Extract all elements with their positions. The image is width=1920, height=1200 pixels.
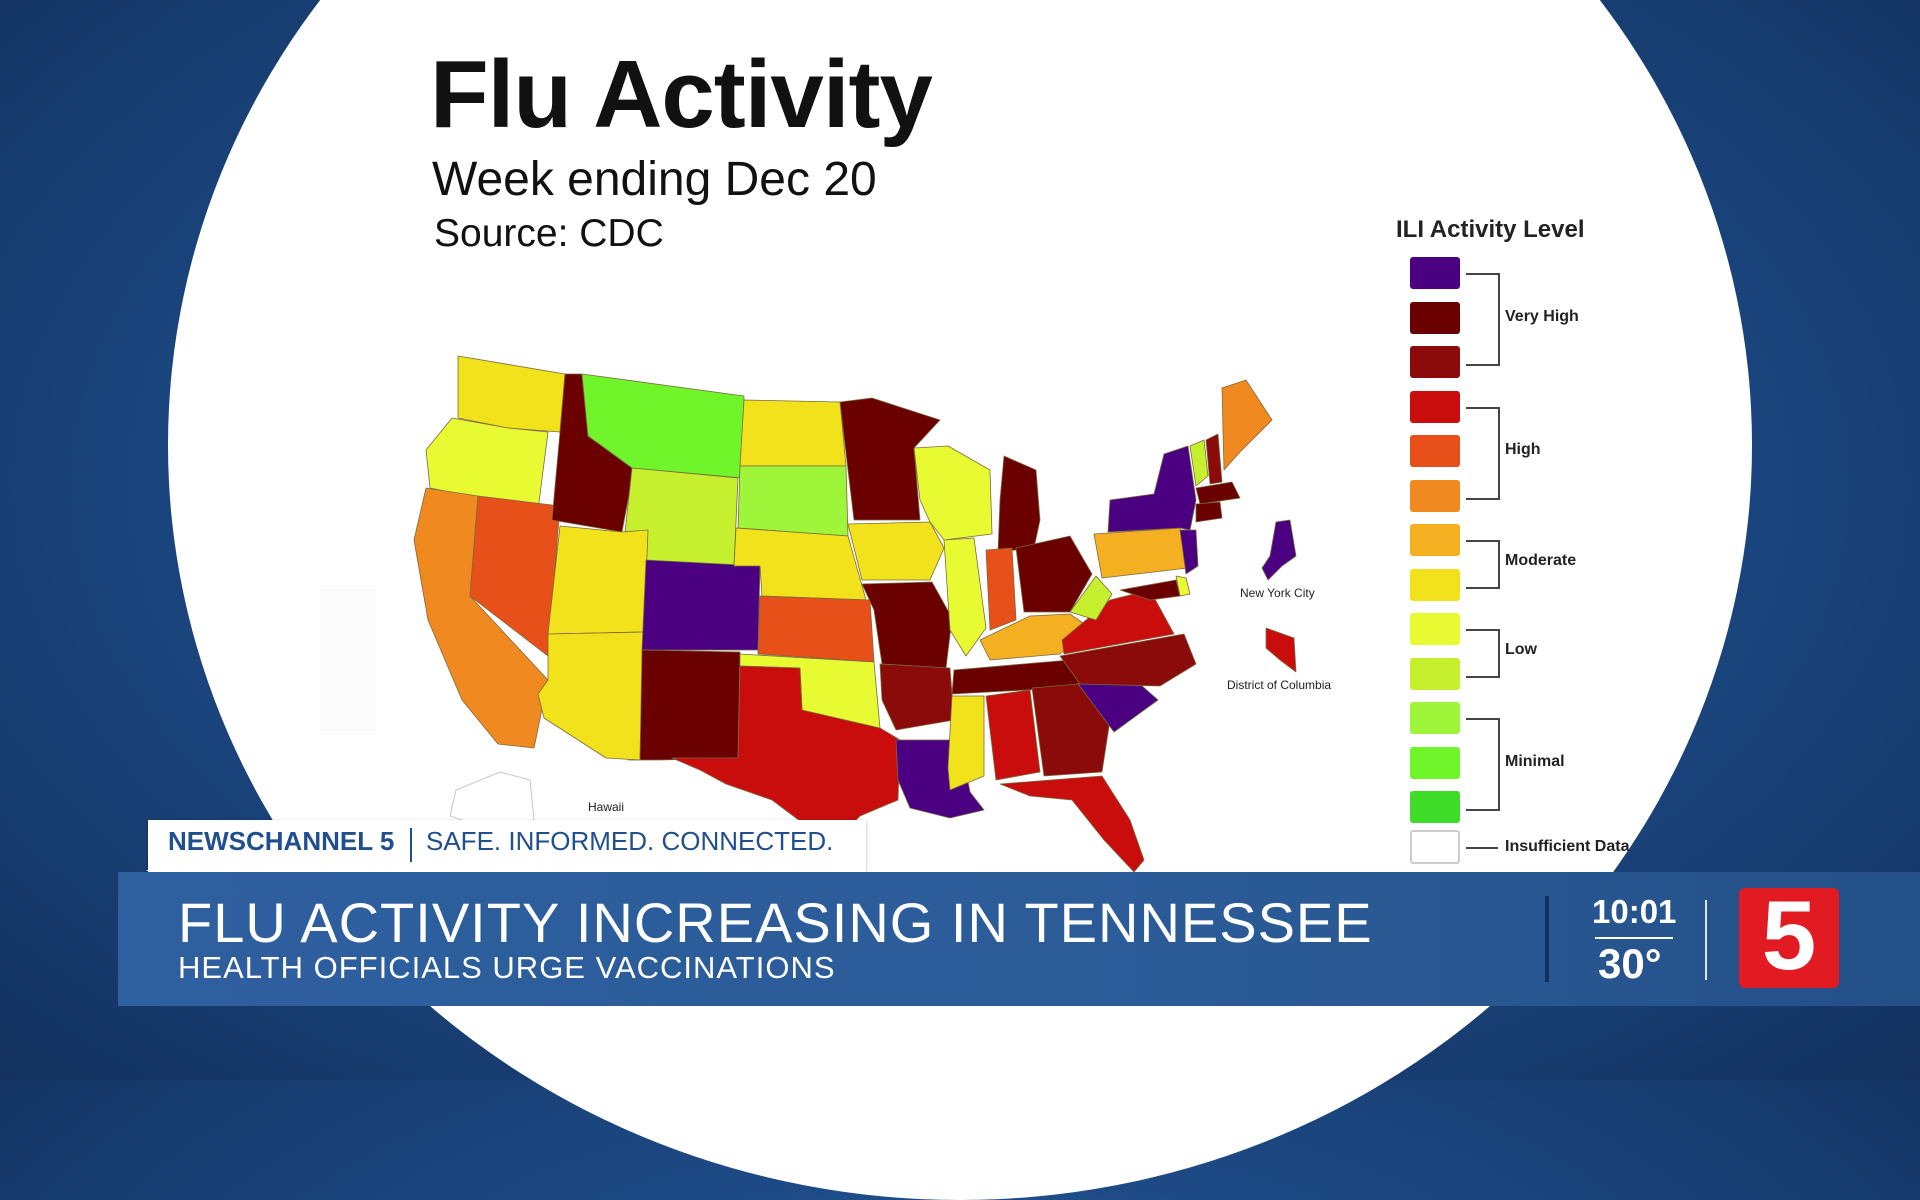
state-new-mexico <box>627 649 741 761</box>
legend-insufficient-line <box>1466 847 1498 849</box>
state-colorado <box>641 559 761 651</box>
state-new-york <box>1107 445 1197 533</box>
state-utah <box>547 525 649 635</box>
time-underline <box>1595 937 1673 939</box>
legend-label-high: High <box>1505 441 1541 458</box>
state-alabama <box>985 689 1041 781</box>
state-pennsylvania <box>1093 527 1189 579</box>
state-north-dakota <box>739 399 847 467</box>
legend-swatch-3 <box>1410 390 1460 423</box>
inset-nyc <box>1261 519 1297 581</box>
map-label-dc: District of Columbia <box>1227 678 1332 692</box>
temperature-display: 30° <box>1598 940 1662 987</box>
graphic-artifact <box>320 585 376 735</box>
lower-third-bar <box>118 872 1920 1006</box>
brand-slogan: SAFE. INFORMED. CONNECTED. <box>426 826 834 856</box>
channel-logo-digit: 5 <box>1761 880 1817 990</box>
legend-bracket-4 <box>1466 718 1500 811</box>
state-vermont <box>1189 439 1209 487</box>
bar-divider <box>1545 896 1549 982</box>
state-maine <box>1221 379 1273 471</box>
brand-name: NEWSCHANNEL 5 <box>168 826 395 856</box>
legend-swatch-10 <box>1410 702 1460 734</box>
map-label-hawaii: Hawaii <box>588 800 625 814</box>
broadcast-frame: Flu Activity Week ending Dec 20 Source: … <box>118 41 1920 1006</box>
legend-swatch-9 <box>1410 657 1460 690</box>
state-indiana <box>985 547 1017 631</box>
graphic-subtitle: Week ending Dec 20 <box>432 153 877 206</box>
state-georgia <box>1031 683 1111 777</box>
legend-swatch-1 <box>1410 301 1460 334</box>
state-massachusetts <box>1195 481 1241 505</box>
tagline-box <box>148 820 866 872</box>
logo-divider <box>1705 900 1707 980</box>
state-connecticut <box>1195 501 1223 523</box>
state-west-virginia <box>1069 575 1113 621</box>
legend-swatch-7 <box>1410 568 1460 601</box>
subheadline: HEALTH OFFICIALS URGE VACCINATIONS <box>178 950 836 985</box>
legend-label-minimal: Minimal <box>1505 752 1565 770</box>
legend-swatch-11 <box>1410 746 1460 779</box>
legend-bracket-1 <box>1466 406 1500 500</box>
legend-label-very-high: Very High <box>1505 307 1579 325</box>
state-kansas <box>757 595 875 663</box>
state-new-jersey <box>1179 529 1199 575</box>
legend-swatch-0 <box>1410 257 1460 289</box>
state-arizona <box>537 631 645 761</box>
state-south-dakota <box>737 465 849 537</box>
legend-swatch-5 <box>1410 479 1460 512</box>
headline: FLU ACTIVITY INCREASING IN TENNESSEE <box>178 891 1373 954</box>
channel-logo <box>1739 888 1839 988</box>
us-flu-map <box>413 355 1297 879</box>
state-wisconsin <box>913 445 993 541</box>
map-label-nyc: New York City <box>1240 586 1315 600</box>
legend-label-low: Low <box>1505 641 1537 659</box>
legend-swatch-8 <box>1410 613 1460 645</box>
legend-swatch-12 <box>1410 791 1460 823</box>
time-display: 10:01 <box>1592 893 1677 930</box>
legend-swatch-4 <box>1410 435 1460 467</box>
legend-swatch-6 <box>1410 524 1460 556</box>
legend-bracket-2 <box>1466 540 1500 589</box>
state-washington <box>457 355 566 433</box>
legend-title: ILI Activity Level <box>1396 216 1585 243</box>
state-new-hampshire <box>1205 433 1223 485</box>
inset-dc <box>1265 627 1297 673</box>
state-mississippi <box>947 695 985 791</box>
legend-label-moderate: Moderate <box>1505 552 1577 570</box>
tagline-separator <box>410 828 412 862</box>
state-iowa <box>847 521 945 581</box>
legend-swatch-insufficient <box>1410 830 1460 864</box>
legend-bracket-3 <box>1466 629 1500 678</box>
state-ohio <box>1015 535 1093 613</box>
state-north-carolina <box>1059 633 1197 687</box>
legend-label-insufficient: Insufficient Data <box>1505 838 1630 855</box>
state-minnesota <box>839 397 941 521</box>
state-illinois <box>943 537 987 657</box>
state-maryland <box>1119 579 1181 601</box>
state-florida <box>999 775 1145 873</box>
graphic-title: Flu Activity <box>430 41 933 148</box>
state-michigan <box>997 455 1041 553</box>
legend-swatch-2 <box>1410 346 1460 378</box>
state-arkansas <box>879 663 955 731</box>
graphic-source: Source: CDC <box>434 212 664 255</box>
state-missouri <box>861 581 953 669</box>
legend-bracket-0 <box>1466 273 1500 366</box>
